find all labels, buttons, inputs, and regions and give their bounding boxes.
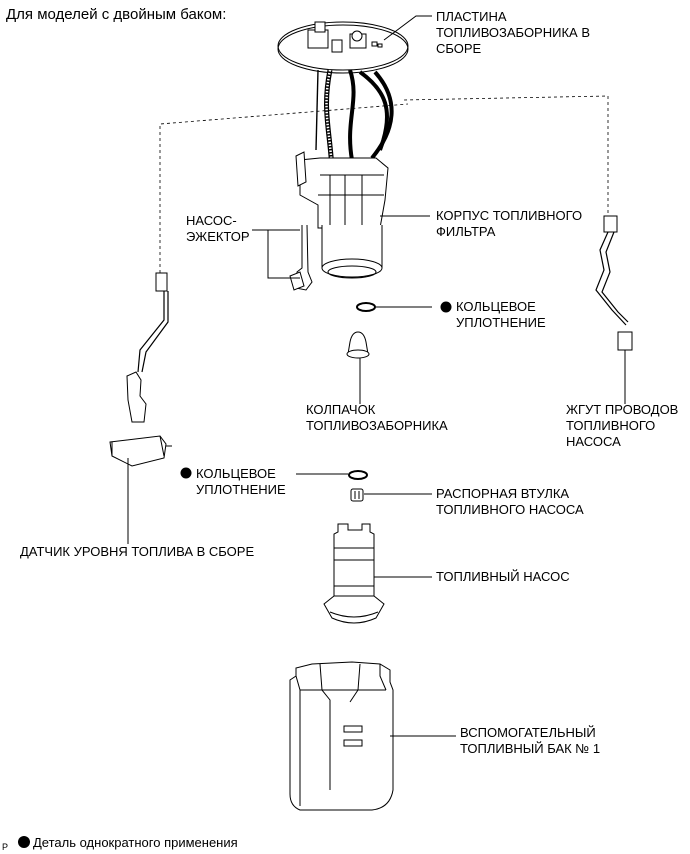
non-reusable-dot-upper [440,301,452,313]
label-fuel-suction-cap: КОЛПАЧОК ТОПЛИВОЗАБОРНИКА [306,402,448,433]
label-fuel-pump-wire-harness: ЖГУТ ПРОВОДОВ ТОПЛИВНОГО НАСОСА [566,402,679,449]
page-header: Для моделей с двойным баком: [6,6,227,23]
label-sender-gauge-plate: ПЛАСТИНА ТОПЛИВОЗАБОРНИКА В СБОРЕ [436,9,590,56]
legend-text: Деталь однократного применения [33,835,238,850]
fuel-suction-cap [346,331,370,359]
label-jet-pump: НАСОС- ЭЖЕКТОР [186,213,250,244]
legend-dot-icon [18,836,30,848]
non-reusable-dot-lower [180,467,192,479]
fuel-pump-spacer [350,488,364,502]
jet-pump [289,224,313,291]
fuel-pump-body [323,523,385,624]
label-fuel-pump-spacer: РАСПОРНАЯ ВТУЛКА ТОПЛИВНОГО НАСОСА [436,486,584,517]
label-fuel-filter-case: КОРПУС ТОПЛИВНОГО ФИЛЬТРА [436,208,583,239]
o-ring-lower [348,470,368,480]
o-ring-upper [356,302,376,312]
label-o-ring-upper: КОЛЬЦЕВОЕ УПЛОТНЕНИЕ [456,299,546,330]
fuel-filter-case [295,151,389,279]
fuel-pump-wire-harness [595,215,633,351]
corner-code: P [2,842,9,852]
sender-gauge-plate [277,21,409,171]
legend: Деталь однократного применения [18,819,238,851]
label-fuel-level-sender-gauge: ДАТЧИК УРОВНЯ ТОПЛИВА В СБОРЕ [20,544,255,559]
sub-fuel-tank [289,661,394,811]
label-sub-fuel-tank: ВСПОМОГАТЕЛЬНЫЙ ТОПЛИВНЫЙ БАК № 1 [460,725,601,756]
label-fuel-pump: ТОПЛИВНЫЙ НАСОС [436,569,570,584]
label-o-ring-lower: КОЛЬЦЕВОЕ УПЛОТНЕНИЕ [196,466,286,497]
fuel-level-sender-gauge [109,272,172,467]
leader-lines [127,15,626,737]
